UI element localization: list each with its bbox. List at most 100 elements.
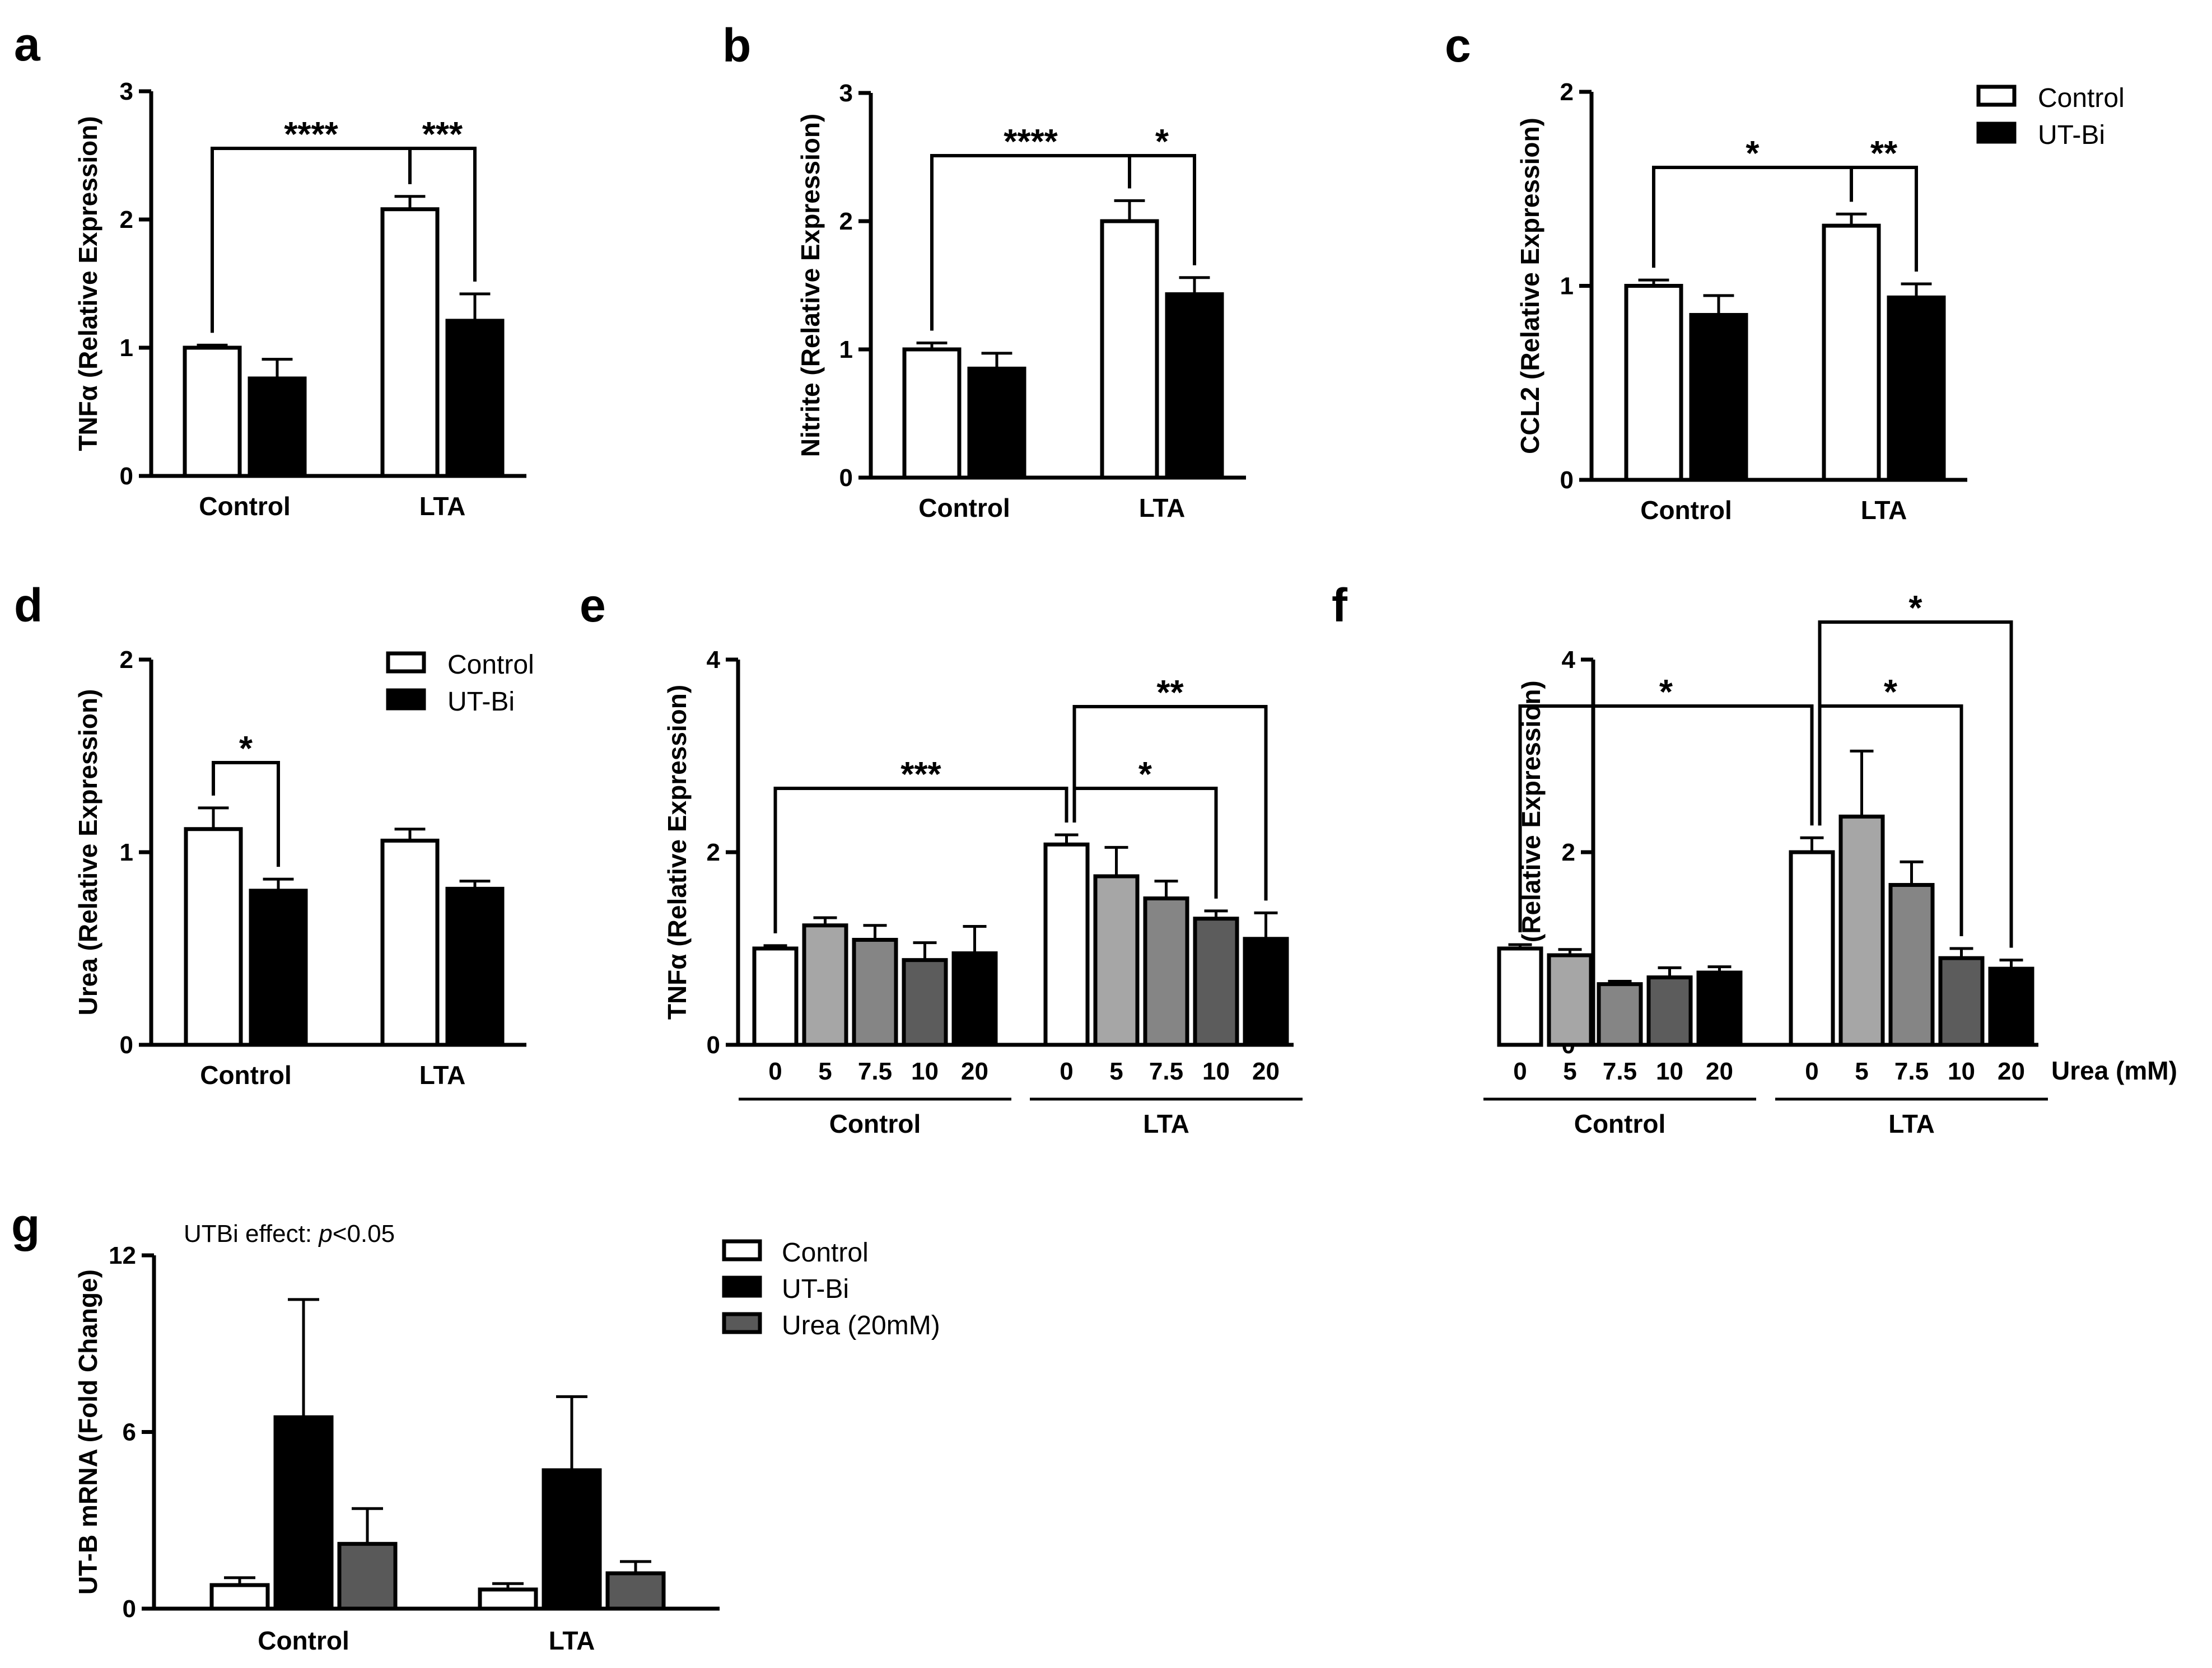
significance-label: * bbox=[1908, 589, 1922, 628]
bar-control-control bbox=[183, 345, 242, 478]
y-tick-label: 1 bbox=[1560, 273, 1574, 300]
bar-control-lta bbox=[380, 207, 440, 478]
y-tick-label: 2 bbox=[707, 839, 720, 866]
legend-swatch-ut-bi bbox=[386, 688, 426, 711]
x-dose-label: 7.5 bbox=[858, 1058, 892, 1085]
legend-label: UT-Bi bbox=[2038, 120, 2105, 150]
bar-control-urea-5 bbox=[802, 923, 848, 1047]
bar-lta-urea-10 bbox=[1193, 917, 1239, 1047]
panel-label: b bbox=[722, 19, 751, 72]
bar-lta-urea-0 bbox=[1789, 850, 1835, 1047]
annotation-prefix: UTBi effect: bbox=[184, 1220, 319, 1248]
significance-label: * bbox=[1746, 134, 1760, 173]
bar-ut-bi-lta bbox=[445, 319, 505, 478]
y-tick-label: 0 bbox=[839, 464, 853, 492]
y-tick-label: 2 bbox=[1560, 78, 1574, 106]
chart-panel-g: 0 6 12 UT-B mRNA (Fold Change) g Control LTA UT… bbox=[11, 1199, 940, 1655]
significance-label: * bbox=[1659, 673, 1673, 712]
bar-urea-20mm--control bbox=[337, 1541, 398, 1611]
bar-control-control bbox=[902, 347, 962, 480]
x-dose-label: 0 bbox=[768, 1058, 782, 1085]
chart-panel-a: 0 1 2 3 TNFα (Relative Expression) a Control LT… bbox=[14, 18, 526, 521]
bar-control-urea-10 bbox=[902, 958, 948, 1047]
panel-label: g bbox=[11, 1199, 40, 1251]
significance-label: *** bbox=[900, 755, 941, 794]
bar-control-urea-10 bbox=[1646, 975, 1693, 1047]
bar-control-control bbox=[209, 1583, 270, 1611]
legend-swatch-control bbox=[1976, 85, 2017, 107]
significance-bracket bbox=[408, 147, 477, 282]
x-group-label: LTA bbox=[1888, 1109, 1935, 1138]
bar-lta-urea-7-5 bbox=[1143, 896, 1189, 1047]
y-tick-label: 0 bbox=[1560, 466, 1574, 494]
y-axis-label: Nitrite (Relative Expression) bbox=[796, 114, 825, 457]
bar-lta-urea-20 bbox=[1988, 966, 2034, 1047]
y-axis-label: TNFα (Relative Expression) bbox=[662, 685, 692, 1020]
significance-bracket bbox=[1518, 704, 1814, 933]
bar-ut-bi-lta bbox=[1165, 292, 1224, 480]
chart-panel-d: 0 1 2 Urea (Relative Expression) d Control LTA… bbox=[14, 579, 534, 1090]
significance-label: * bbox=[1155, 123, 1169, 161]
bar-urea-20mm--lta bbox=[605, 1571, 666, 1611]
bar-ut-bi-control bbox=[1689, 312, 1748, 482]
panel-label: f bbox=[1332, 579, 1348, 632]
bar-control-lta bbox=[478, 1587, 538, 1611]
y-tick-label: 0 bbox=[120, 1031, 133, 1059]
y-tick-label: 2 bbox=[120, 206, 133, 233]
bar-control-lta bbox=[1822, 223, 1881, 482]
legend-swatch-control bbox=[722, 1239, 762, 1261]
panel-label: d bbox=[14, 579, 43, 632]
x-dose-label: 5 bbox=[818, 1058, 832, 1085]
legend-label: Control bbox=[782, 1238, 869, 1268]
x-category-label: Control bbox=[1640, 496, 1732, 525]
y-axis-label: CCL2 (Relative Expression) bbox=[1515, 118, 1544, 454]
y-tick-label: 1 bbox=[120, 839, 133, 866]
significance-bracket bbox=[1652, 166, 1853, 268]
x-dose-label: 20 bbox=[1706, 1058, 1733, 1085]
significance-bracket bbox=[1128, 154, 1196, 265]
x-dose-label: 0 bbox=[1805, 1058, 1818, 1085]
x-dose-label: 10 bbox=[1656, 1058, 1683, 1085]
bar-ut-bi-lta bbox=[445, 886, 505, 1047]
bar-lta-urea-0 bbox=[1043, 842, 1090, 1047]
x-dose-label: 5 bbox=[1563, 1058, 1576, 1085]
y-tick-label: 2 bbox=[1562, 839, 1575, 866]
y-axis-label: Urea (Relative Expression) bbox=[73, 689, 102, 1016]
x-dose-label: 5 bbox=[1855, 1058, 1868, 1085]
x-group-label: Control bbox=[829, 1109, 921, 1138]
y-tick-label: 1 bbox=[839, 336, 853, 363]
y-tick-label: 0 bbox=[707, 1031, 720, 1059]
legend-label: UT-Bi bbox=[782, 1274, 849, 1304]
significance-label: *** bbox=[422, 115, 463, 154]
significance-label: * bbox=[1884, 673, 1898, 712]
bar-lta-urea-5 bbox=[1838, 814, 1885, 1047]
panel-label: c bbox=[1445, 19, 1471, 72]
x-category-label: LTA bbox=[1861, 496, 1907, 525]
bar-control-lta bbox=[380, 838, 440, 1047]
significance-bracket bbox=[212, 761, 280, 867]
bar-ut-bi-lta bbox=[542, 1468, 602, 1611]
significance-bracket bbox=[1850, 166, 1918, 272]
x-dose-label: 7.5 bbox=[1149, 1058, 1183, 1085]
bar-ut-bi-control bbox=[248, 376, 307, 478]
y-tick-label: 1 bbox=[120, 334, 133, 362]
legend-swatch-ut-bi bbox=[1976, 122, 2017, 144]
panel-label: a bbox=[14, 18, 41, 71]
y-tick-label: 3 bbox=[839, 80, 853, 107]
x-dose-label: 5 bbox=[1109, 1058, 1123, 1085]
legend-swatch-urea-20mm- bbox=[722, 1312, 762, 1334]
legend-swatch-ut-bi bbox=[722, 1275, 762, 1298]
x-category-label: Control bbox=[258, 1626, 349, 1655]
bar-lta-urea-20 bbox=[1243, 937, 1289, 1047]
x-dose-label: 0 bbox=[1513, 1058, 1527, 1085]
bar-control-urea-0 bbox=[1497, 946, 1543, 1047]
x-dose-label: 0 bbox=[1060, 1058, 1073, 1085]
significance-label: ** bbox=[1870, 134, 1898, 173]
x-dose-label: 20 bbox=[1998, 1058, 2025, 1085]
significance-bracket bbox=[1072, 705, 1268, 901]
bar-lta-urea-7-5 bbox=[1888, 882, 1935, 1047]
x-category-label: LTA bbox=[419, 492, 466, 521]
annotation: UTBi effect: p<0.05 bbox=[184, 1220, 395, 1248]
x-dose-label: 10 bbox=[1948, 1058, 1975, 1085]
y-tick-label: 2 bbox=[120, 646, 133, 674]
